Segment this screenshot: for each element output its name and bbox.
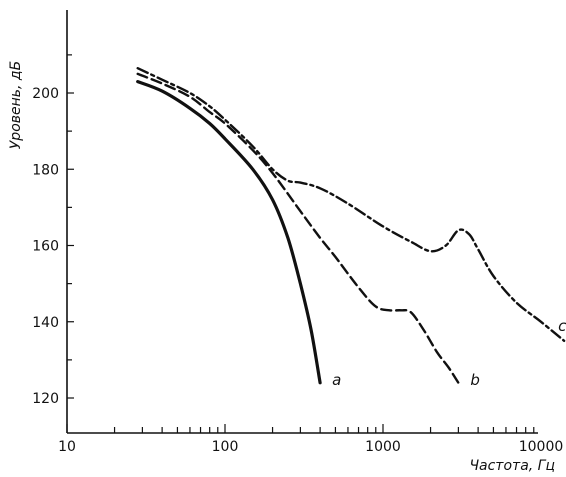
series-label-a: a [332,371,341,389]
axes [66,10,538,434]
y-tick-label: 200 [32,86,59,102]
y-tick-label: 140 [32,315,59,331]
series-label-c: c [558,317,566,335]
y-tick-label: 160 [32,239,59,255]
x-tick-label: 10000 [519,439,564,455]
x-tick-label: 100 [212,439,239,455]
x-axis-title: Частота, Гц [469,458,555,474]
x-tick-label: 10 [58,439,76,455]
y-tick-label: 120 [32,391,59,407]
y-axis-title: Уровень, дБ [8,61,24,149]
x-tick-label: 1000 [365,439,401,455]
series-layer [136,67,566,385]
y-tick-label: 180 [32,162,59,178]
series-line-b [136,72,460,384]
series-line-c [136,67,566,342]
series-label-b: b [470,371,480,389]
series-line-a [136,80,322,385]
labels-layer: 120 140 160 180 200 10 100 1000 10000 Уровень, дБ… [8,61,566,474]
